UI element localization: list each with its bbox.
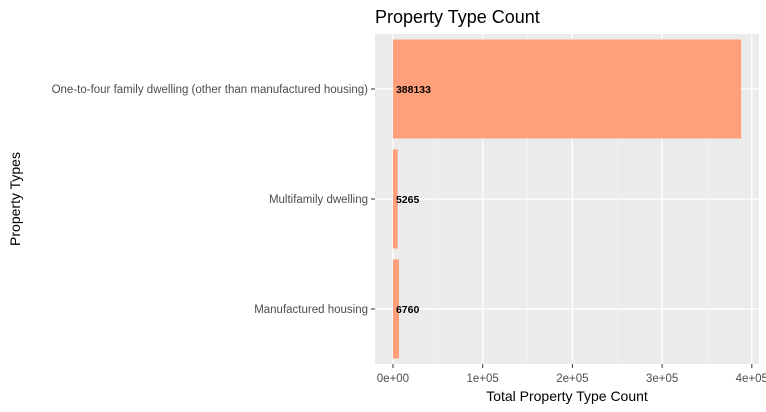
bar: [392, 39, 742, 139]
bar-data-label: 388133: [396, 84, 431, 96]
y-axis-ticks: One-to-four family dwelling (other than …: [52, 84, 375, 316]
bar-data-label: 5265: [396, 194, 420, 206]
chart-title: Property Type Count: [375, 7, 540, 27]
y-axis-title: Property Types: [7, 152, 23, 246]
y-tick-label: Manufactured housing: [254, 304, 368, 316]
bar: [392, 149, 398, 249]
x-tick-label: 0e+00: [377, 373, 409, 385]
x-tick-label: 1e+05: [467, 373, 499, 385]
x-axis-ticks: 0e+00 1e+05 2e+05 3e+05 4e+05: [377, 364, 766, 385]
bars: [392, 39, 742, 359]
y-tick-label: Multifamily dwelling: [269, 194, 368, 206]
bar: [392, 259, 400, 359]
bar-data-label: 6760: [396, 304, 420, 316]
x-tick-label: 2e+05: [556, 373, 588, 385]
x-tick-label: 3e+05: [646, 373, 678, 385]
data-labels: 388133 5265 6760: [396, 84, 431, 316]
x-axis-title: Total Property Type Count: [486, 388, 648, 404]
y-tick-label: One-to-four family dwelling (other than …: [52, 84, 369, 96]
x-tick-label: 4e+05: [736, 373, 766, 385]
